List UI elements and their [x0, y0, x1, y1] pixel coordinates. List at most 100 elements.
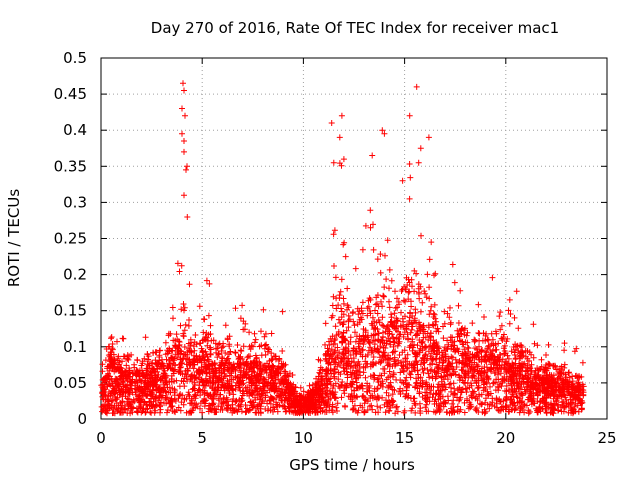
data-point [328, 370, 335, 377]
data-point [105, 343, 112, 350]
data-point [380, 365, 387, 372]
data-point [411, 400, 418, 407]
data-point [429, 321, 436, 328]
data-point [238, 398, 245, 405]
data-point [478, 377, 485, 384]
data-point [558, 377, 565, 384]
data-point [197, 388, 204, 395]
data-point [144, 378, 151, 385]
data-point [521, 409, 528, 416]
data-point [387, 404, 394, 411]
data-point [471, 373, 478, 380]
data-point [232, 350, 239, 356]
data-point [382, 345, 389, 351]
data-point [170, 315, 176, 322]
data-point [173, 331, 180, 338]
data-point [200, 337, 207, 344]
data-point [214, 354, 221, 361]
data-point [458, 326, 465, 333]
data-point [387, 341, 394, 348]
data-point [497, 309, 504, 316]
data-point [537, 408, 544, 415]
y-tick-label: 0.1 [63, 338, 87, 356]
data-point [534, 409, 541, 416]
data-point [238, 348, 245, 354]
data-point [357, 351, 364, 358]
data-point [230, 386, 236, 393]
data-point [450, 409, 456, 416]
data-point [352, 338, 359, 345]
data-point [296, 394, 303, 401]
data-point [384, 362, 391, 369]
data-point [219, 355, 226, 362]
data-point [557, 404, 564, 411]
data-point [303, 403, 310, 410]
data-point [402, 355, 409, 362]
data-point [364, 383, 371, 389]
data-point [187, 409, 194, 416]
data-point [533, 389, 540, 396]
data-point [434, 350, 441, 357]
data-point [337, 362, 344, 369]
data-point [471, 353, 478, 360]
data-point [392, 348, 399, 355]
data-point [404, 394, 411, 401]
x-tick-label: 0 [96, 429, 106, 447]
data-point [524, 348, 531, 355]
data-point [406, 161, 413, 167]
data-point [408, 319, 415, 326]
data-point [481, 314, 487, 320]
data-point [397, 369, 404, 376]
data-point [307, 399, 314, 406]
data-point [545, 341, 552, 348]
data-point [148, 369, 155, 376]
data-point [99, 368, 106, 375]
data-point [330, 293, 337, 300]
data-point [351, 322, 358, 329]
data-point [142, 334, 149, 341]
data-point [125, 371, 132, 378]
data-point [345, 324, 352, 331]
data-point [181, 383, 188, 390]
data-point [424, 271, 431, 278]
data-point [339, 379, 346, 385]
data-point [492, 328, 499, 335]
data-point [274, 370, 281, 377]
data-point [440, 373, 447, 379]
data-point [462, 368, 469, 375]
data-point [110, 383, 116, 390]
data-point [162, 351, 169, 358]
data-point [241, 373, 248, 380]
data-point [224, 355, 231, 362]
data-point [345, 393, 352, 400]
data-point [575, 379, 582, 386]
data-point [512, 367, 519, 374]
data-point [227, 349, 234, 355]
data-point [460, 364, 467, 371]
data-point [372, 307, 378, 314]
data-point [408, 368, 415, 375]
data-point [362, 222, 369, 229]
data-point [377, 404, 384, 411]
data-point [557, 365, 563, 372]
data-point [495, 387, 502, 394]
data-point [134, 357, 141, 364]
data-point [492, 346, 499, 353]
data-point [431, 301, 438, 308]
data-point [405, 289, 412, 296]
data-point [292, 408, 299, 415]
data-point [350, 406, 357, 413]
x-tick-label: 5 [197, 429, 207, 447]
data-point [426, 311, 433, 318]
data-point [518, 405, 524, 412]
data-point [258, 390, 265, 397]
data-point [306, 405, 313, 412]
data-point [336, 292, 343, 299]
data-point [544, 385, 551, 392]
data-point [98, 403, 105, 410]
data-point [538, 363, 545, 370]
data-point [126, 374, 133, 381]
data-points [98, 80, 587, 417]
data-point [422, 352, 428, 359]
data-point [407, 329, 414, 336]
